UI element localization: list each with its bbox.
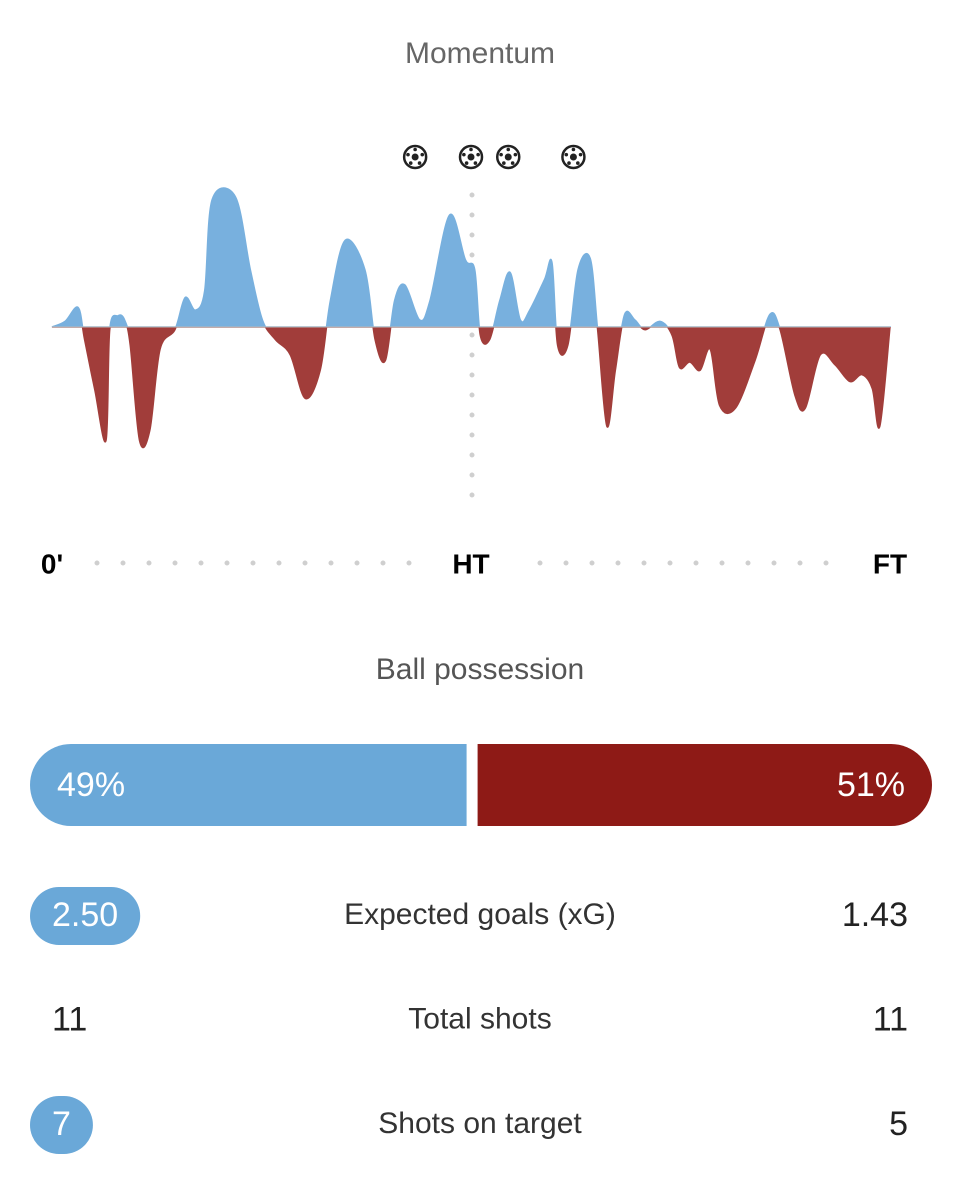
goal-ball-patch — [476, 152, 480, 157]
goal-icon — [458, 144, 484, 170]
goal-ball-patch — [413, 147, 417, 152]
possession-title: Ball possession — [376, 653, 584, 686]
stat-away: 1.43 — [842, 896, 908, 934]
possession-bar-away — [477, 744, 932, 826]
goal-icon — [402, 144, 428, 170]
x-tick-label: 0' — [41, 548, 63, 579]
goal-ball-patch — [564, 152, 569, 157]
goal-ball-patch — [569, 153, 577, 161]
goal-ball-patch — [464, 161, 469, 165]
goal-ball-patch — [408, 161, 413, 165]
goal-icon — [561, 144, 586, 170]
goal-ball-patch — [473, 161, 478, 165]
possession-label: 49% — [57, 766, 125, 804]
x-tick-label: FT — [873, 548, 907, 579]
possession-bar-home — [30, 744, 467, 826]
goal-ball-patch — [567, 161, 571, 165]
goal-ball-patch — [469, 147, 473, 152]
stat-away: 5 — [889, 1105, 908, 1143]
stat-label: Shots on target — [378, 1107, 582, 1140]
stat-home: 11 — [52, 1000, 87, 1038]
stat-home: 2.50 — [52, 896, 118, 934]
goal-ball-patch — [504, 153, 512, 161]
goal-ball-patch — [506, 147, 511, 152]
goal-ball-patch — [406, 152, 410, 157]
stat-label: Total shots — [408, 1002, 551, 1035]
goal-ball-patch — [576, 161, 580, 165]
chart-title: Momentum — [405, 37, 555, 70]
goal-ball-patch — [420, 152, 425, 157]
stat-highlight — [30, 1096, 93, 1154]
x-tick-label: HT — [452, 548, 489, 579]
goal-ball-patch — [502, 161, 506, 165]
goal-ball-patch — [467, 153, 475, 161]
stat-home: 7 — [52, 1105, 71, 1143]
stat-highlight — [30, 887, 141, 945]
goal-ball-patch — [510, 161, 515, 165]
stat-away: 11 — [873, 1000, 908, 1038]
goal-ball-patch — [499, 152, 503, 157]
goal-ball-patch — [411, 153, 419, 161]
possession-label: 51% — [837, 766, 905, 804]
momentum-area — [51, 187, 891, 449]
goal-ball-patch — [578, 152, 583, 157]
goal-ball-patch — [462, 152, 466, 157]
goal-ball-patch — [513, 152, 518, 157]
goal-icon — [495, 144, 521, 170]
goal-ball-patch — [571, 147, 576, 152]
stat-label: Expected goals (xG) — [344, 898, 616, 931]
goal-ball-patch — [417, 161, 422, 165]
